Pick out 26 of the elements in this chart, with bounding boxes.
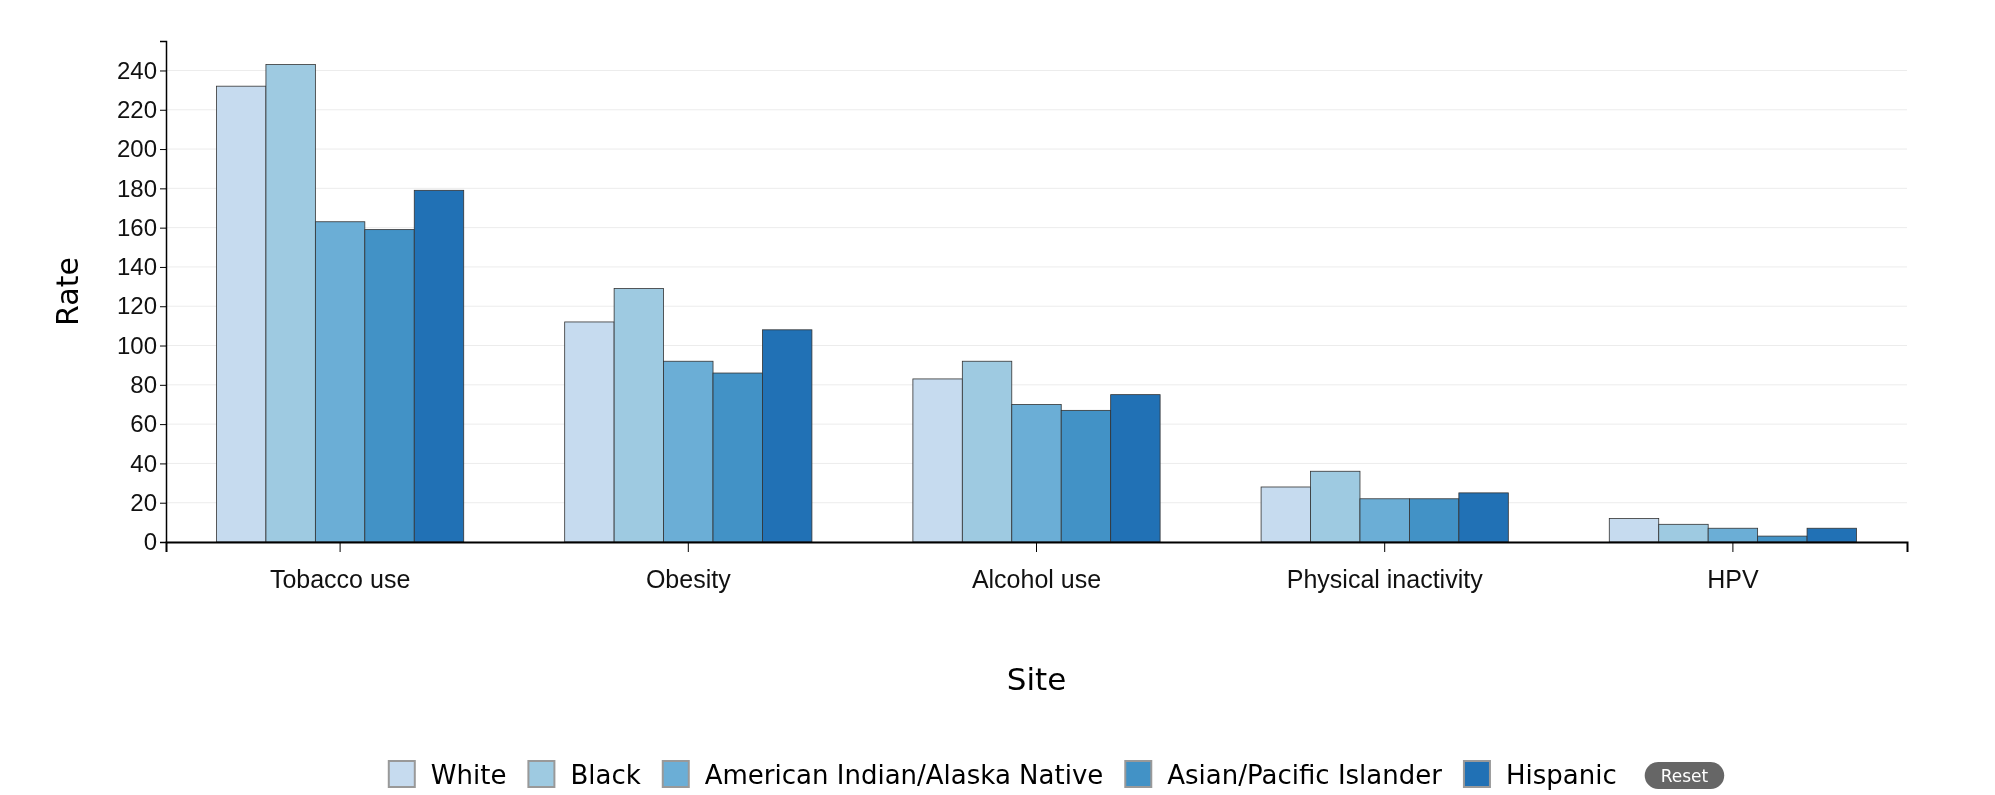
x-axis-title: Site	[1006, 661, 1067, 697]
y-tick-label: 40	[130, 449, 157, 477]
y-tick-label: 20	[130, 488, 157, 516]
x-tick-label: Obesity	[645, 564, 732, 593]
legend-label: Asian/Pacific Islander	[1167, 760, 1443, 790]
y-tick-label: 100	[116, 331, 157, 359]
x-tick-label: HPV	[1707, 564, 1759, 593]
y-tick-label: 60	[130, 410, 157, 438]
y-tick-label: 220	[116, 95, 157, 123]
y-tick-label: 140	[116, 253, 157, 281]
y-tick-label: 180	[116, 174, 157, 202]
y-tick-label: 80	[130, 371, 157, 398]
y-tick-label: 160	[116, 213, 157, 241]
reset-button: Reset	[1644, 762, 1725, 789]
x-tick-label: Physical inactivity	[1286, 564, 1484, 593]
y-tick-label: 120	[116, 292, 157, 320]
y-tick-label: 0	[143, 528, 157, 556]
y-axis-title: Rate	[50, 257, 85, 326]
x-tick-label: Tobacco use	[269, 564, 411, 593]
x-tick-label: Alcohol use	[971, 564, 1102, 593]
y-tick-label: 200	[116, 135, 157, 163]
legend-label: Hispanic	[1505, 760, 1617, 790]
legend-label: White	[430, 760, 507, 790]
legend-label: Black	[570, 760, 641, 790]
y-tick-label: 240	[116, 56, 157, 84]
legend-label: American Indian/Alaska Native	[704, 760, 1104, 790]
